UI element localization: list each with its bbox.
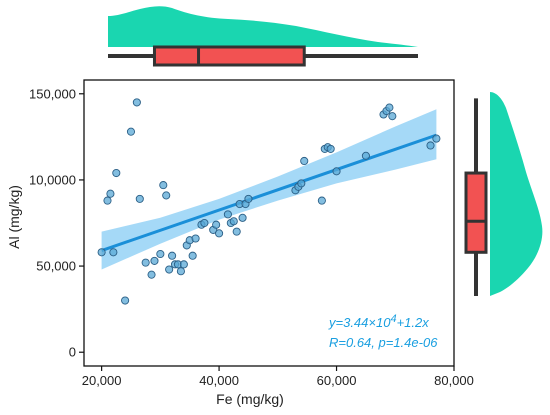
data-point: [176, 267, 185, 276]
equation-prefix: y=3.44×10: [328, 315, 391, 330]
data-point: [168, 251, 177, 260]
y-tick-label: 0: [69, 345, 76, 360]
equation-exponent: 4: [390, 313, 396, 325]
data-point: [179, 260, 188, 269]
data-point: [97, 248, 106, 257]
data-point: [229, 217, 238, 226]
x-axis-title: Fe (mg/kg): [216, 391, 284, 407]
top-marginal: [108, 6, 418, 67]
data-point: [165, 265, 174, 274]
y-density-curve: [490, 92, 543, 296]
regression-equation: y=3.44×104+1.2x: [328, 313, 429, 330]
data-point: [109, 248, 118, 257]
data-point: [300, 156, 309, 166]
x-density-curve: [108, 6, 418, 47]
data-point: [385, 103, 394, 112]
data-point: [426, 141, 435, 150]
x-tick-label: 60,000: [317, 373, 357, 388]
data-point: [223, 210, 232, 219]
data-point: [244, 194, 253, 203]
y-axis-title: Al (mg/kg): [6, 185, 22, 249]
data-point: [135, 194, 144, 203]
x-tick-label: 20,000: [82, 373, 122, 388]
data-point: [150, 256, 159, 265]
x-axis-ticks: 20,000 40,000 60,000 80,000: [82, 366, 474, 388]
data-point: [156, 249, 165, 259]
data-points: [97, 98, 441, 305]
data-point: [215, 229, 224, 238]
main-panel: 20,000 40,000 60,000 80,000 0 50,000 10,0000 1…: [29, 79, 474, 388]
data-point: [432, 134, 441, 143]
data-point: [332, 167, 341, 176]
regression-line: [101, 133, 437, 252]
equation-suffix: +1.2x: [397, 315, 430, 330]
x-tick-label: 40,000: [199, 373, 239, 388]
y-boxplot-box: [464, 171, 488, 254]
data-point: [141, 258, 150, 267]
data-point: [159, 181, 168, 190]
data-point: [317, 196, 326, 205]
right-marginal: [464, 92, 543, 296]
regression-annotation: y=3.44×104+1.2x R=0.64, p=1.4e-06: [328, 313, 438, 350]
x-boxplot-box: [152, 45, 306, 67]
y-tick-label: 10,0000: [29, 172, 76, 187]
data-point: [232, 227, 241, 236]
data-point: [132, 98, 141, 107]
data-point: [326, 144, 335, 153]
data-point: [212, 220, 221, 229]
y-tick-label: 150,000: [29, 86, 76, 101]
data-point: [162, 191, 171, 200]
data-point: [191, 234, 200, 243]
data-point: [388, 112, 397, 121]
confidence-band: [101, 109, 437, 270]
data-point: [297, 179, 306, 188]
y-tick-label: 50,000: [36, 259, 76, 274]
plot-frame: [83, 79, 455, 367]
data-point: [361, 151, 370, 160]
regression-stats: R=0.64, p=1.4e-06: [329, 335, 438, 350]
data-point: [147, 270, 156, 279]
data-point: [188, 251, 197, 260]
data-point: [106, 189, 115, 198]
data-point: [238, 213, 247, 222]
data-point: [126, 127, 136, 136]
y-axis-ticks: 0 50,000 10,0000 150,000: [29, 86, 84, 360]
data-point: [112, 168, 121, 178]
data-point: [200, 218, 209, 228]
data-point: [103, 196, 112, 205]
x-tick-label: 80,000: [434, 373, 474, 388]
data-point: [121, 296, 130, 305]
